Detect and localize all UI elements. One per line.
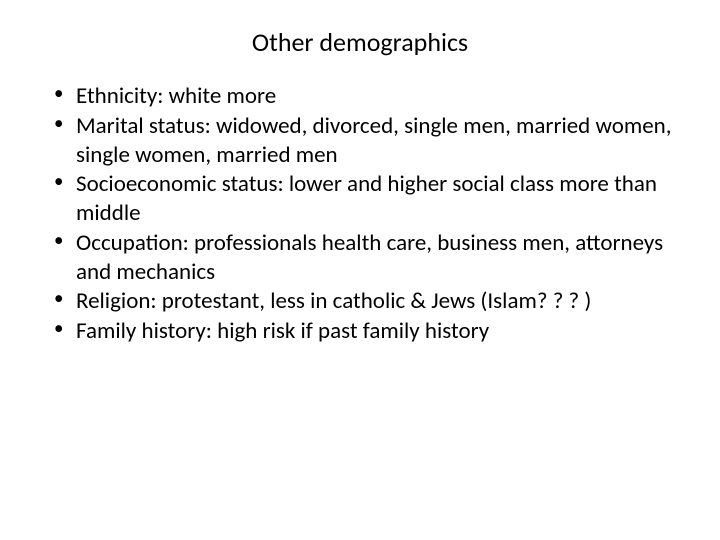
list-item: Ethnicity: white more: [50, 82, 680, 111]
list-item: Occupation: professionals health care, b…: [50, 229, 680, 287]
list-item: Socioeconomic status: lower and higher s…: [50, 170, 680, 228]
bullet-list: Ethnicity: white more Marital status: wi…: [40, 82, 680, 346]
list-item: Marital status: widowed, divorced, singl…: [50, 112, 680, 170]
list-item: Family history: high risk if past family…: [50, 317, 680, 346]
list-item: Religion: protestant, less in catholic &…: [50, 287, 680, 316]
slide-title: Other demographics: [40, 26, 680, 58]
